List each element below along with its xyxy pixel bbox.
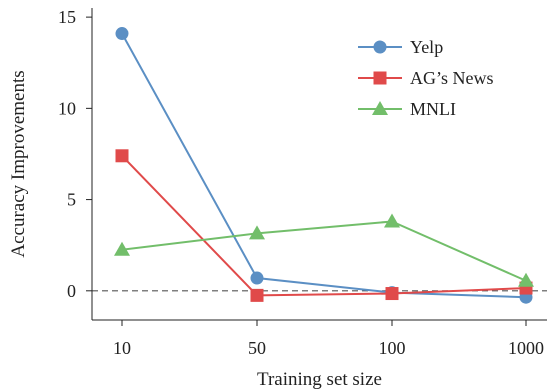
legend-label: MNLI [410, 99, 456, 119]
x-axis-label: Training set size [257, 369, 382, 390]
axes-layer: 0 5 10 15 10 50 100 1000 [58, 7, 547, 358]
legend-label: Yelp [410, 37, 443, 57]
data-point-yelp [250, 271, 264, 285]
data-point-mnli [249, 225, 265, 240]
series-mnli [114, 213, 534, 287]
series-ag-s-news [115, 149, 533, 302]
legend-item: MNLI [358, 99, 456, 119]
x-tick-label: 100 [379, 338, 406, 358]
y-tick-label: 5 [67, 190, 76, 210]
data-point-yelp [115, 27, 129, 41]
legend: Yelp AG’s News MNLI [358, 37, 494, 119]
series-line-yelp [121, 33, 527, 299]
x-tick-label: 10 [113, 338, 131, 358]
x-tick-label: 1000 [508, 338, 544, 358]
data-point-ag-s-news [385, 287, 399, 301]
y-axis-label: Accuracy Improvements [8, 70, 29, 257]
data-point-ag-s-news [250, 288, 264, 302]
y-tick-label: 0 [67, 281, 76, 301]
data-point-mnli [114, 241, 130, 256]
legend-item: Yelp [358, 37, 443, 57]
series-line-ag-s-news [121, 155, 527, 297]
data-point-ag-s-news [115, 149, 129, 163]
legend-label: AG’s News [410, 68, 494, 88]
legend-marker [373, 40, 387, 54]
data-point-mnli [518, 272, 534, 287]
y-tick-label: 15 [58, 7, 76, 27]
y-tick-label: 10 [58, 98, 76, 118]
legend-marker [372, 101, 388, 115]
legend-item: AG’s News [358, 68, 494, 88]
data-point-mnli [384, 213, 400, 228]
series-line-mnli [121, 220, 527, 282]
legend-marker [373, 71, 387, 85]
x-tick-label: 50 [248, 338, 266, 358]
series-layer [114, 27, 534, 304]
